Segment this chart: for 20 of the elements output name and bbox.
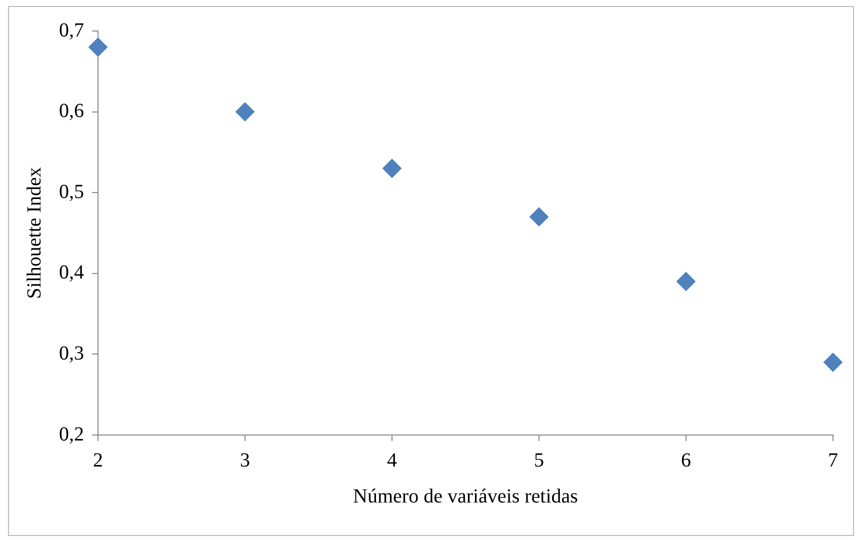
point bbox=[236, 102, 254, 122]
point bbox=[676, 272, 696, 291]
y-tick-label: 0,2 bbox=[59, 423, 84, 446]
x-tick-label: 6 bbox=[681, 449, 691, 472]
y-tick-label: 0,4 bbox=[59, 262, 84, 284]
x-axis-title: Número de variáveis retidas bbox=[353, 485, 578, 508]
x-tick-label: 5 bbox=[534, 449, 544, 472]
y-tick-label: 0,7 bbox=[59, 19, 84, 42]
y-tick-label: 0,6 bbox=[59, 100, 84, 122]
y-tick-label: 0,5 bbox=[59, 180, 84, 203]
x-tick-label: 7 bbox=[828, 449, 838, 472]
y-tick-label: 0,3 bbox=[59, 342, 84, 364]
point bbox=[530, 207, 548, 226]
x-tick-label: 3 bbox=[240, 449, 250, 472]
y-axis-title: Silhouette Index bbox=[23, 167, 46, 299]
x-tick-label: 2 bbox=[93, 449, 103, 472]
point bbox=[824, 352, 842, 372]
point bbox=[88, 38, 108, 57]
x-tick-label: 4 bbox=[387, 449, 397, 472]
point bbox=[382, 158, 402, 178]
